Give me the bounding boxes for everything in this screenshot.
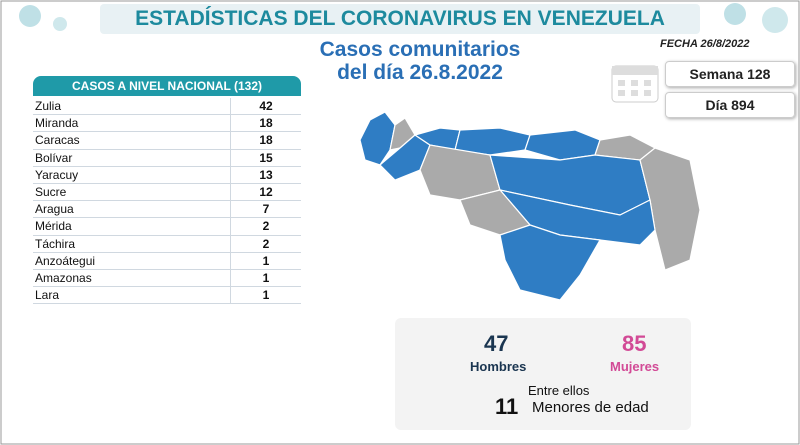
table: Zulia 42 Miranda 18 Caracas 18 Bolívar 15 Yaracu… bbox=[33, 98, 301, 305]
demographics-panel bbox=[395, 318, 691, 430]
table-header: CASOS A NIVEL NACIONAL (132) bbox=[33, 76, 301, 96]
men-count: 47 bbox=[484, 331, 509, 356]
state-name: Zulia bbox=[35, 99, 62, 113]
subtitle: Casos comunitarios bbox=[319, 38, 521, 61]
men-label: Hombres bbox=[470, 359, 527, 374]
case-count: 2 bbox=[230, 235, 301, 252]
case-count: 1 bbox=[230, 287, 301, 304]
table-row: Caracas 18 bbox=[33, 132, 301, 150]
state-name: Anzoátegui bbox=[35, 253, 96, 268]
subtitle: del día 26.8.2022 bbox=[337, 61, 503, 84]
case-count: 18 bbox=[230, 115, 301, 132]
state-name: Aragua bbox=[35, 202, 74, 217]
women-count: 85 bbox=[622, 331, 647, 356]
table-row: Zulia 42 bbox=[33, 98, 301, 116]
state-name: Mérida bbox=[35, 219, 72, 234]
case-count: 12 bbox=[230, 183, 301, 201]
case-count: 1 bbox=[230, 269, 301, 287]
table-row: Mérida 2 bbox=[33, 218, 301, 236]
state-name: Lara bbox=[35, 288, 60, 303]
table-row: Sucre 12 bbox=[33, 183, 301, 202]
table-row: Bolívar 15 bbox=[33, 149, 301, 167]
day-counter: Día 894 bbox=[665, 92, 795, 118]
table-row: Yaracuy 13 bbox=[33, 166, 301, 184]
state-name: Táchira bbox=[35, 236, 76, 251]
state-name: Miranda bbox=[35, 116, 79, 131]
state-name: Bolívar bbox=[35, 150, 73, 165]
case-count: 7 bbox=[230, 201, 301, 218]
table-row: Aragua 7 bbox=[33, 201, 301, 219]
state-name: Amazonas bbox=[35, 270, 92, 285]
state-name: Yaracuy bbox=[35, 167, 79, 182]
week-counter: Semana 128 bbox=[665, 61, 795, 87]
among-label: Entre ellos bbox=[528, 383, 590, 398]
minors-label: Menores de edad bbox=[532, 399, 649, 416]
case-count: 18 bbox=[230, 132, 301, 149]
title: ESTADÍSTICAS DEL CORONAVIRUS EN VENEZUEL… bbox=[100, 4, 700, 34]
case-count: 42 bbox=[230, 98, 301, 115]
date: FECHA 26/8/2022 bbox=[660, 38, 750, 50]
case-count: 13 bbox=[230, 166, 301, 183]
table-row: Anzoátegui 1 bbox=[33, 252, 301, 270]
women-label: Mujeres bbox=[610, 359, 660, 374]
state-name: Caracas bbox=[35, 133, 80, 148]
case-count: 1 bbox=[230, 252, 301, 269]
table-row: Táchira 2 bbox=[33, 235, 301, 253]
table-row: Miranda 18 bbox=[33, 115, 301, 133]
minors-count: 11 bbox=[495, 394, 519, 419]
state-name: Sucre bbox=[35, 184, 67, 199]
case-count: 2 bbox=[230, 218, 301, 235]
table-row: Lara 1 bbox=[33, 287, 301, 305]
case-count: 15 bbox=[230, 149, 301, 166]
table-row: Amazonas 1 bbox=[33, 269, 301, 288]
